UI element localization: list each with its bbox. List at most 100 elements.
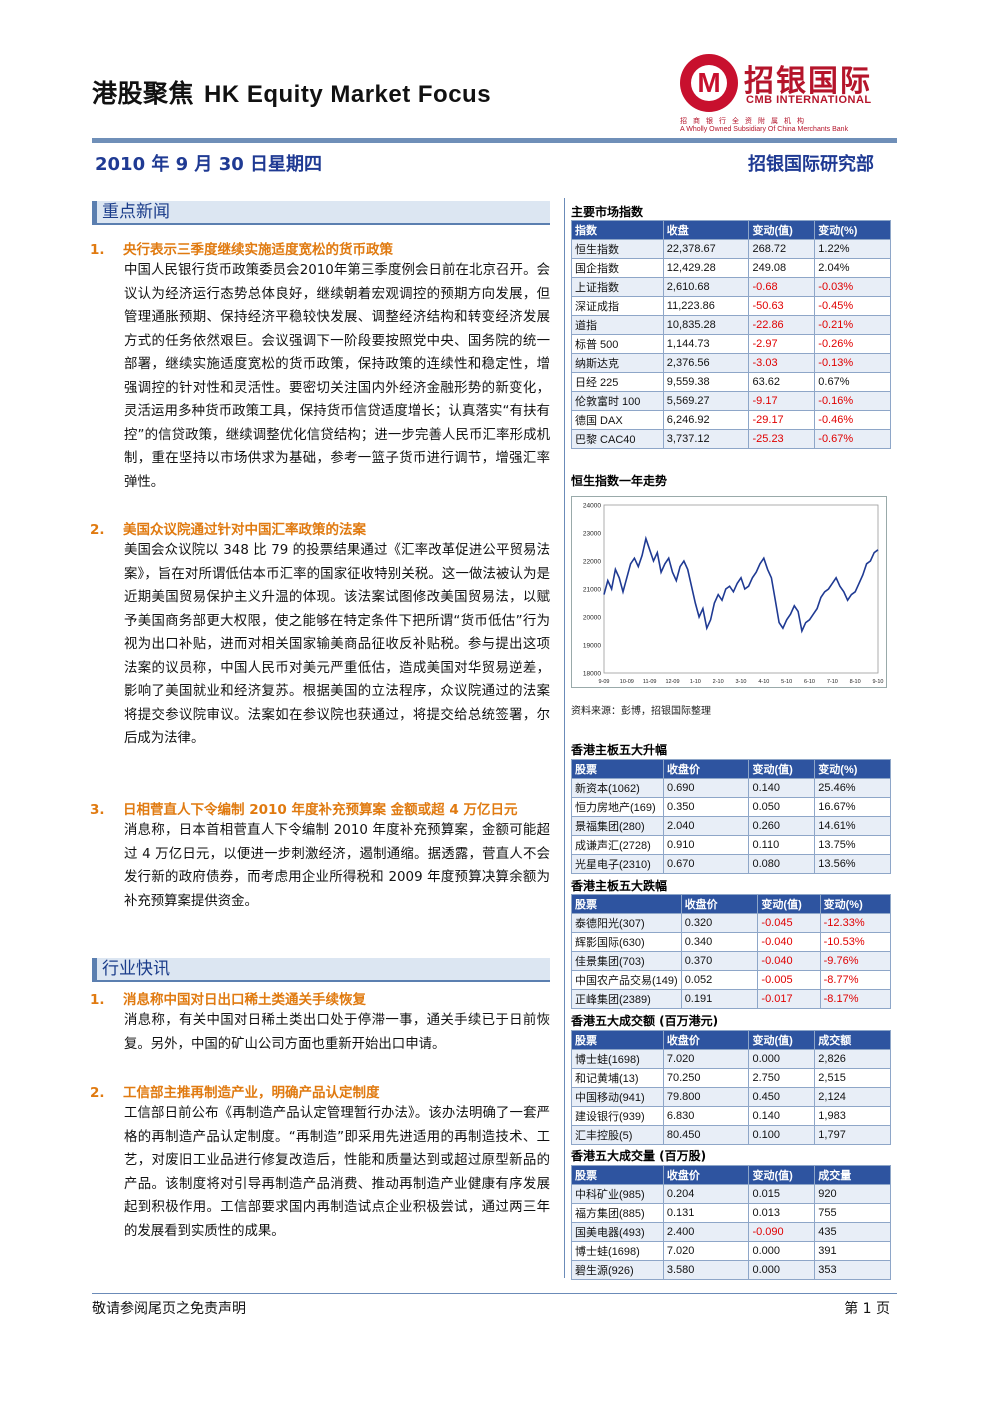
table-cell: 博士蛙(1698) xyxy=(571,1241,664,1261)
news-item-2-title: 2. 美国众议院通过针对中国汇率政策的法案 xyxy=(90,522,366,538)
table-header-cell: 股票 xyxy=(571,894,682,914)
table-cell: 德国 DAX xyxy=(571,410,664,430)
table-cell: 恒生指数 xyxy=(571,239,664,259)
table-cell: 10,835.28 xyxy=(662,315,750,335)
table-row: 中国移动(941) 79.800 0.450 2,124 xyxy=(571,1087,891,1107)
turnover-table: 股票 收盘价 变动(值) 成交额 博士蛙(1698) 7.020 0.000 2,826 和记黄… xyxy=(571,1030,891,1145)
table-cell: 新资本(1062) xyxy=(571,778,664,798)
logo-subtitle-cn: 招商银行全资附属机构 xyxy=(680,117,810,125)
table-header-cell: 收盘 xyxy=(662,220,750,240)
x-tick-label: 5-10 xyxy=(781,679,792,685)
table-row: 巴黎 CAC40 3,737.12 -25.23 -0.67% xyxy=(571,429,891,449)
x-tick-label: 7-10 xyxy=(827,679,838,685)
y-tick-label: 24000 xyxy=(583,503,601,510)
table-cell: 16.67% xyxy=(814,797,891,817)
hsi-chart: 18000 19000 20000 21000 22000 23000 24000 9-09 1… xyxy=(571,496,887,688)
table-header-cell: 变动(值) xyxy=(757,894,821,914)
table-cell: 2.400 xyxy=(662,1222,750,1242)
table-cell: 0.000 xyxy=(748,1049,816,1069)
table-cell: 0.260 xyxy=(748,816,816,836)
table-row: 辉影国际(630) 0.340 -0.040 -10.53% xyxy=(571,932,892,952)
table-cell: 和记黄埔(13) xyxy=(571,1068,664,1088)
table-cell: -29.17 xyxy=(748,410,816,430)
indices-table: 指数 收盘 变动(值) 变动(%) 恒生指数 22,378.67 268.72 1.22% 国企… xyxy=(571,220,891,449)
table-cell: 1.22% xyxy=(814,239,891,259)
x-tick-label: 12-09 xyxy=(665,679,679,685)
plot-area xyxy=(603,504,879,674)
table-cell: -0.090 xyxy=(748,1222,816,1242)
table-cell: 上证指数 xyxy=(571,277,664,297)
table-cell: 9,559.38 xyxy=(662,372,750,392)
table-cell: -0.040 xyxy=(757,951,821,971)
table-cell: -0.16% xyxy=(814,391,891,411)
table-header-cell: 变动(%) xyxy=(814,220,891,240)
table-row: 伦敦富时 100 5,569.27 -9.17 -0.16% xyxy=(571,391,891,411)
x-tick-label: 4-10 xyxy=(758,679,769,685)
table-cell: 0.052 xyxy=(680,970,759,990)
news-item-3-title: 3. 日相菅直人下令编制 2010 年度补充预算案 金额或超 4 万亿日元 xyxy=(90,802,518,818)
table-row: 恒力房地产(169) 0.350 0.050 16.67% xyxy=(571,797,891,817)
report-date: 2010 年 9 月 30 日星期四 xyxy=(95,154,323,175)
x-tick-label: 10-09 xyxy=(620,679,634,685)
y-tick-label: 21000 xyxy=(583,587,601,594)
table-cell: -0.040 xyxy=(757,932,821,952)
column-divider xyxy=(564,198,565,1278)
table-cell: -3.03 xyxy=(748,353,816,373)
table-cell: 249.08 xyxy=(748,258,816,278)
table-cell: 63.62 xyxy=(748,372,816,392)
indices-label: 主要市场指数 xyxy=(571,205,644,219)
table-cell: 13.75% xyxy=(814,835,891,855)
table-header-cell: 变动(值) xyxy=(748,1165,816,1185)
table-cell: 80.450 xyxy=(662,1125,750,1145)
table-cell: 0.140 xyxy=(748,1106,816,1126)
volume-label: 香港五大成交量 (百万股) xyxy=(571,1149,707,1163)
losers-table: 股票 收盘价 变动(值) 变动(%) 泰德阳光(307) 0.320 -0.045 -12.3… xyxy=(571,894,892,1009)
table-cell: 0.204 xyxy=(662,1184,750,1204)
logo-name-cn: 招银国际 xyxy=(744,64,872,99)
table-cell: 辉影国际(630) xyxy=(571,932,682,952)
table-cell: -0.045 xyxy=(757,913,821,933)
table-cell: 伦敦富时 100 xyxy=(571,391,664,411)
cmb-logo: M 招银国际 CMB INTERNATIONAL 招商银行全资附属机构 A Wh… xyxy=(680,54,900,138)
table-cell: 巴黎 CAC40 xyxy=(571,429,664,449)
header-divider xyxy=(92,138,897,143)
table-cell: 14.61% xyxy=(814,816,891,836)
table-cell: 中科矿业(985) xyxy=(571,1184,664,1204)
x-tick-label: 9-10 xyxy=(872,679,883,685)
table-cell: 0.191 xyxy=(680,989,759,1009)
table-cell: 2.040 xyxy=(662,816,750,836)
table-header-cell: 变动(值) xyxy=(748,1030,816,1050)
table-cell: 79.800 xyxy=(662,1087,750,1107)
table-cell: 391 xyxy=(814,1241,891,1261)
table-row: 汇丰控股(5) 80.450 0.100 1,797 xyxy=(571,1125,891,1145)
table-cell: 道指 xyxy=(571,315,664,335)
table-header-cell: 股票 xyxy=(571,759,664,779)
table-row: 景福集团(280) 2.040 0.260 14.61% xyxy=(571,816,891,836)
industry-item-2-title: 2. 工信部主推再制造产业，明确产品认定制度 xyxy=(90,1085,380,1101)
table-cell: -50.63 xyxy=(748,296,816,316)
table-header-cell: 指数 xyxy=(571,220,664,240)
x-tick-label: 6-10 xyxy=(804,679,815,685)
table-cell: -0.005 xyxy=(757,970,821,990)
table-cell: -0.67% xyxy=(814,429,891,449)
table-cell: 福方集团(885) xyxy=(571,1203,664,1223)
table-cell: 2,376.56 xyxy=(662,353,750,373)
table-cell: 0.000 xyxy=(748,1260,816,1280)
industry-item-1-body: 消息称，有关中国对日稀土类出口处于停滞一事，通关手续已于日前恢复。另外，中国的矿… xyxy=(124,1013,550,1052)
table-row: 碧生源(926) 3.580 0.000 353 xyxy=(571,1260,891,1280)
table-cell: -9.76% xyxy=(819,951,892,971)
table-row: 博士蛙(1698) 7.020 0.000 2,826 xyxy=(571,1049,891,1069)
table-cell: 353 xyxy=(814,1260,891,1280)
x-tick-label: 11-09 xyxy=(643,679,657,685)
table-header-cell: 收盘价 xyxy=(662,1030,750,1050)
y-tick-label: 20000 xyxy=(583,615,601,622)
table-cell: 13.56% xyxy=(814,854,891,874)
table-cell: 0.140 xyxy=(748,778,816,798)
table-cell: -2.97 xyxy=(748,334,816,354)
table-cell: 6,246.92 xyxy=(662,410,750,430)
logo-name-en: CMB INTERNATIONAL xyxy=(746,94,872,106)
table-cell: 70.250 xyxy=(662,1068,750,1088)
table-cell: -9.17 xyxy=(748,391,816,411)
table-cell: 光星电子(2310) xyxy=(571,854,664,874)
cmb-logo-icon: M xyxy=(680,54,738,112)
